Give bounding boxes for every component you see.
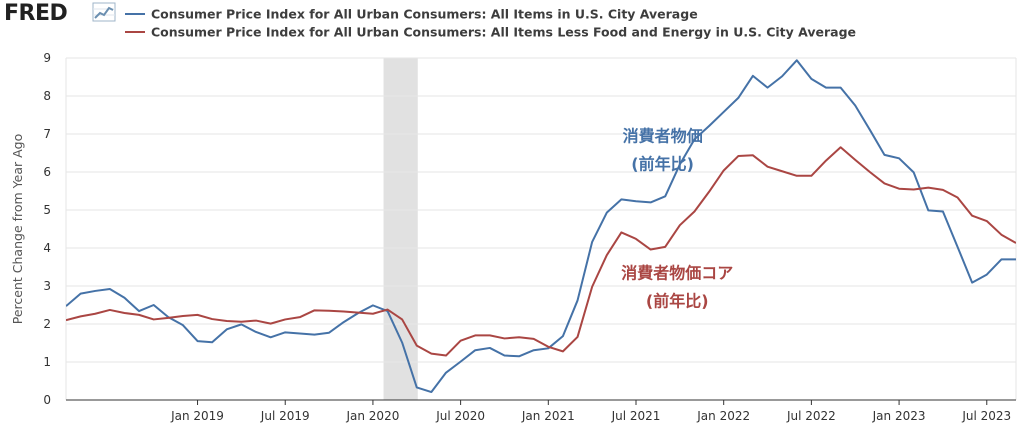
x-tick-label: Jul 2019 [260, 409, 310, 423]
y-tick-label: 7 [43, 127, 51, 141]
x-tick-label: Jan 2020 [345, 409, 399, 423]
grid [65, 57, 1017, 400]
x-tick-label: Jul 2020 [435, 409, 485, 423]
x-tick-label: Jan 2022 [696, 409, 750, 423]
x-tick-label: Jan 2019 [170, 409, 224, 423]
x-tick-label: Jul 2021 [611, 409, 661, 423]
legend-label-1: Consumer Price Index for All Urban Consu… [151, 25, 856, 40]
y-tick-label: 2 [43, 317, 51, 331]
legend: Consumer Price Index for All Urban Consu… [125, 7, 856, 40]
y-tick-label: 1 [43, 355, 51, 369]
recession-shading [383, 58, 418, 400]
annotation-0-line-0: 消費者物価 [623, 127, 703, 146]
axes: 0 1 2 3 4 5 6 7 8 9 Jan 2019 Jul 2019 Jan 2020 Jul 20… [43, 51, 1016, 423]
y-tick-label: 5 [43, 203, 51, 217]
x-tick-label: Jan 2021 [521, 409, 575, 423]
annotations: 消費者物価 (前年比) 消費者物価コア (前年比) [621, 127, 733, 311]
fred-logo[interactable]: FRED [4, 1, 116, 26]
series-line-0 [66, 59, 1016, 394]
x-tick-label: Jan 2023 [872, 409, 926, 423]
logo-text: FRED [4, 1, 67, 26]
y-tick-label: 8 [43, 89, 51, 103]
y-axis-title: Percent Change from Year Ago [10, 134, 25, 324]
y-tick-label: 9 [43, 51, 51, 65]
y-tick-label: 6 [43, 165, 51, 179]
x-tick-label: Jul 2023 [961, 409, 1011, 423]
y-tick-label: 3 [43, 279, 51, 293]
y-tick-label: 0 [43, 393, 51, 407]
series-line-1 [66, 146, 1016, 357]
chart-logo-icon [92, 2, 116, 22]
annotation-1-line-1: (前年比) [646, 291, 709, 310]
series [66, 59, 1016, 394]
y-tick-label: 4 [43, 241, 51, 255]
legend-label-0: Consumer Price Index for All Urban Consu… [151, 7, 698, 22]
x-tick-label: Jul 2022 [786, 409, 836, 423]
recession-bar [383, 58, 418, 400]
annotation-1-line-0: 消費者物価コア [621, 263, 733, 282]
annotation-0-line-1: (前年比) [631, 155, 694, 174]
